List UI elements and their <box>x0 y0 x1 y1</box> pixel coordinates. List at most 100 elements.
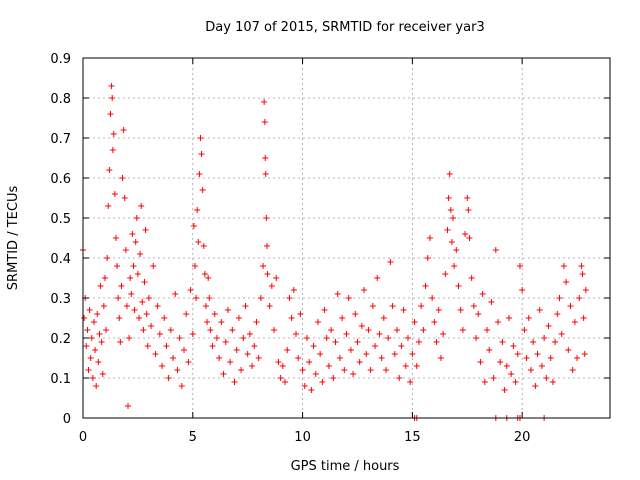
data-point <box>532 383 539 389</box>
data-point <box>189 331 196 337</box>
data-point <box>404 335 411 341</box>
data-point <box>372 343 379 349</box>
data-point <box>361 287 368 293</box>
data-point <box>314 319 321 325</box>
data-point <box>114 263 121 269</box>
data-point <box>530 339 537 345</box>
y-tick-label: 0.7 <box>50 132 71 147</box>
data-point <box>354 339 361 345</box>
data-point <box>207 327 214 333</box>
data-point <box>161 315 168 321</box>
data-point <box>144 343 151 349</box>
data-point <box>422 283 429 289</box>
data-point <box>538 363 545 369</box>
data-point <box>325 363 332 369</box>
data-point <box>268 283 275 289</box>
data-point <box>505 315 512 321</box>
data-point <box>257 295 264 301</box>
data-point <box>429 295 436 301</box>
data-point <box>367 367 374 373</box>
data-point <box>558 331 565 337</box>
data-point <box>127 275 134 281</box>
data-point <box>527 367 534 373</box>
data-point <box>104 255 111 261</box>
data-point <box>358 323 365 329</box>
data-point <box>317 351 324 357</box>
data-point <box>141 279 148 285</box>
data-point <box>312 371 319 377</box>
y-tick-label: 0.3 <box>50 292 71 307</box>
data-point <box>220 371 227 377</box>
data-point <box>453 247 460 253</box>
data-point <box>94 311 101 317</box>
data-point <box>565 347 572 353</box>
x-axis-title: GPS time / hours <box>291 459 400 474</box>
data-point <box>369 303 376 309</box>
data-point <box>195 239 202 245</box>
data-point <box>563 279 570 285</box>
x-tick-label: 10 <box>294 430 311 445</box>
data-point <box>165 375 172 381</box>
data-point <box>415 339 422 345</box>
data-point <box>449 215 456 221</box>
data-point <box>133 215 140 221</box>
data-point <box>503 363 510 369</box>
data-point <box>89 375 96 381</box>
data-point <box>143 311 150 317</box>
data-point <box>418 303 425 309</box>
data-point <box>560 263 567 269</box>
data-point <box>477 359 484 365</box>
data-point <box>196 171 203 177</box>
y-tick-label: 0.5 <box>50 212 71 227</box>
data-point <box>152 351 159 357</box>
data-point <box>229 327 236 333</box>
data-point <box>523 355 530 361</box>
data-point <box>319 379 326 385</box>
x-tick-label: 15 <box>404 430 421 445</box>
data-point <box>200 243 207 249</box>
data-point <box>310 343 317 349</box>
data-point <box>481 379 488 385</box>
data-point <box>457 307 464 313</box>
data-point <box>264 243 271 249</box>
data-point <box>145 295 152 301</box>
data-point <box>97 283 104 289</box>
x-tick-label: 5 <box>189 430 197 445</box>
data-point <box>216 355 223 361</box>
data-point <box>396 375 403 381</box>
data-point <box>398 343 405 349</box>
data-point <box>473 335 480 341</box>
data-point <box>292 331 299 337</box>
data-point <box>92 347 99 353</box>
data-point <box>183 311 190 317</box>
data-point <box>129 231 136 237</box>
data-point <box>321 307 328 313</box>
data-point <box>123 303 130 309</box>
data-point <box>484 327 491 333</box>
data-point <box>514 351 521 357</box>
data-point <box>131 307 138 313</box>
data-point <box>400 307 407 313</box>
data-point <box>163 343 170 349</box>
data-point <box>261 99 268 105</box>
data-point <box>125 403 132 409</box>
data-point <box>120 127 127 133</box>
data-point <box>132 239 139 245</box>
data-point <box>174 367 181 373</box>
data-point <box>394 327 401 333</box>
data-point <box>251 343 258 349</box>
data-point <box>139 299 146 305</box>
chart-title: Day 107 of 2015, SRMTID for receiver yar… <box>205 20 484 35</box>
data-point <box>295 355 302 361</box>
data-point <box>112 235 119 241</box>
data-point <box>93 383 100 389</box>
data-point <box>107 111 114 117</box>
data-point <box>240 335 247 341</box>
data-point <box>479 291 486 297</box>
data-point <box>462 231 469 237</box>
data-point <box>547 355 554 361</box>
data-point <box>255 355 262 361</box>
data-point <box>495 319 502 325</box>
data-point <box>222 339 229 345</box>
data-point <box>433 339 440 345</box>
